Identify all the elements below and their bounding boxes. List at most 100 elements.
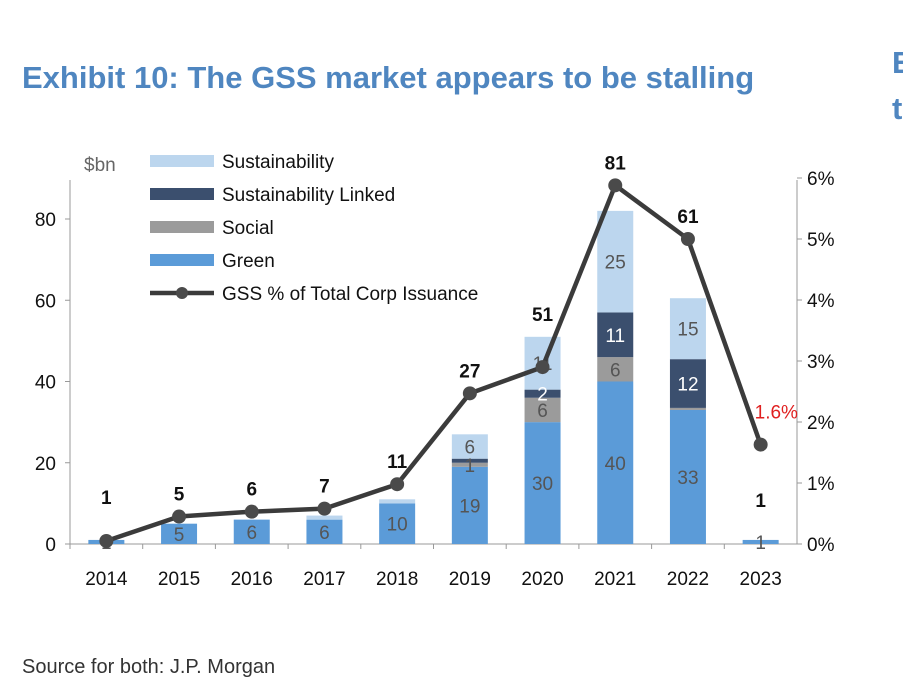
bar-segment-sustainability-linked — [669, 359, 706, 408]
segment-data-label: 15 — [677, 320, 698, 341]
gss-share-point — [99, 533, 114, 548]
bar-segment-green — [524, 422, 561, 544]
bar-total-label: 27 — [459, 361, 480, 382]
legend-line-marker — [176, 287, 188, 299]
adjacent-title-fragment-line2: t — [892, 91, 903, 126]
segment-data-label: 1 — [755, 533, 766, 554]
x-tick-label: 2021 — [594, 569, 636, 590]
bar-total-label: 7 — [319, 477, 330, 498]
gss-share-point — [244, 504, 259, 519]
line-end-annotation: 1.6% — [755, 403, 798, 424]
bar-segment-green — [306, 519, 343, 544]
bar-segment-green — [451, 466, 488, 544]
segment-data-label: 19 — [459, 496, 480, 517]
adjacent-exhibit-title-fragment: E t — [892, 40, 903, 132]
bar-total-label: 5 — [174, 485, 185, 506]
x-tick-label: 2014 — [85, 569, 128, 590]
source-note: Source for both: J.P. Morgan — [22, 656, 276, 678]
bar-total-label: 1 — [755, 491, 766, 512]
bar-segment-social — [451, 462, 488, 467]
y-tick-label: 60 — [35, 291, 56, 312]
segment-data-label: 33 — [677, 468, 698, 489]
bar-segment-green — [669, 409, 706, 544]
segment-data-label: 1 — [465, 456, 476, 477]
bar-total-label: 11 — [387, 452, 408, 473]
bar-total-label: 1 — [101, 488, 112, 509]
legend-label: Sustainability Linked — [222, 185, 395, 206]
bar-segment-social — [597, 357, 634, 382]
x-tick-label: 2019 — [449, 569, 491, 590]
bar-segment-social — [524, 397, 561, 423]
segment-data-label: 6 — [246, 523, 257, 544]
chart-axes: 0 20 40 60 80 $bn 0% 1% 2% 3% 4% 5% 6% 2014 2015 2016 20… — [35, 155, 835, 590]
gss-share-point — [462, 386, 477, 401]
legend-label: Green — [222, 251, 275, 272]
y-tick-label: 20 — [35, 454, 56, 475]
gss-share-point — [390, 477, 405, 492]
bar-total-label: 51 — [532, 305, 554, 326]
segment-data-label: 5 — [174, 525, 185, 546]
bar-segment-social — [669, 407, 706, 410]
legend-swatch-sustainability-linked — [150, 188, 214, 200]
x-tick-label: 2020 — [521, 569, 563, 590]
segment-data-label: 10 — [387, 515, 408, 536]
chart-legend: Sustainability Sustainability Linked Socia… — [150, 152, 478, 305]
legend-label: Sustainability — [222, 152, 334, 173]
x-tick-label: 2017 — [303, 569, 345, 590]
y2-tick-label: 2% — [807, 413, 835, 434]
chart-bars — [88, 210, 779, 544]
segment-data-label: 12 — [677, 375, 698, 396]
segment-data-label: 11 — [605, 326, 625, 347]
legend-swatch-sustainability — [150, 155, 214, 167]
gss-share-point — [535, 360, 550, 375]
gss-share-point — [172, 509, 187, 524]
bar-segment-sustainability — [451, 434, 488, 459]
y2-tick-label: 0% — [807, 535, 835, 556]
y2-tick-label: 4% — [807, 291, 835, 312]
page-title: Exhibit 10: The GSS market appears to be… — [22, 60, 755, 95]
gss-share-point — [680, 232, 695, 246]
y2-tick-label: 1% — [807, 474, 835, 495]
y2-tick-label: 3% — [807, 352, 835, 373]
bar-segment-green — [379, 503, 416, 544]
x-tick-label: 2022 — [667, 569, 709, 590]
bar-segment-sustainability-linked — [524, 389, 561, 398]
bar-segment-green — [161, 523, 198, 544]
y-tick-label: 80 — [35, 210, 56, 231]
legend-swatch-social — [150, 221, 214, 233]
bar-total-label: 61 — [677, 207, 699, 228]
segment-data-label: 25 — [605, 253, 626, 274]
legend-swatch-green — [150, 254, 214, 266]
bar-segment-sustainability — [379, 499, 416, 504]
segment-data-label: 30 — [532, 474, 553, 495]
x-tick-label: 2018 — [376, 569, 418, 590]
chart-line-series: 1.6% — [99, 178, 798, 548]
y2-tick-label: 6% — [807, 169, 835, 190]
y-tick-label: 0 — [45, 535, 56, 556]
gss-share-point — [608, 178, 623, 193]
bar-segment-green — [742, 539, 779, 544]
x-tick-label: 2023 — [740, 569, 782, 590]
y-unit-label: $bn — [84, 155, 116, 176]
gss-share-point — [317, 501, 332, 516]
y-tick-label: 40 — [35, 373, 56, 394]
adjacent-title-fragment-line1: E — [892, 45, 903, 80]
segment-data-label: 6 — [465, 438, 476, 459]
bar-segment-green — [597, 381, 634, 544]
gss-share-line — [105, 183, 763, 544]
bar-segment-sustainability — [669, 298, 706, 360]
segment-data-label: 6 — [319, 523, 330, 544]
bar-segment-sustainability — [597, 210, 634, 313]
legend-label: Social — [222, 218, 274, 239]
bar-total-label: 6 — [246, 480, 257, 501]
x-tick-label: 2016 — [231, 569, 273, 590]
segment-data-label: 6 — [610, 360, 621, 381]
x-tick-label: 2015 — [158, 569, 200, 590]
segment-data-label: 6 — [537, 401, 548, 422]
bar-segment-green — [233, 519, 270, 544]
segment-data-label: 40 — [605, 454, 626, 475]
bar-segment-sustainability-linked — [597, 312, 634, 358]
bar-total-label: 81 — [605, 153, 627, 174]
